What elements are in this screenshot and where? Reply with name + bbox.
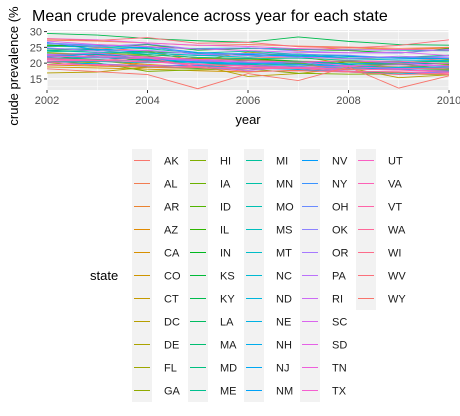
legend-label: OR — [332, 248, 349, 260]
legend-label: GA — [164, 386, 181, 398]
y-axis-title: crude prevalence (% — [6, 6, 21, 126]
series-line-va — [46, 55, 450, 65]
legend-label: NM — [276, 386, 293, 398]
legend-label: IA — [220, 179, 231, 191]
legend-label: WV — [388, 271, 406, 283]
chart-title: Mean crude prevalence across year for ea… — [32, 8, 388, 25]
series-line-sd — [46, 55, 450, 67]
legend-label: AZ — [164, 225, 178, 237]
x-axis-title: year — [235, 112, 261, 127]
legend-label: CO — [164, 271, 181, 283]
legend-label: WY — [388, 294, 406, 306]
y-tick-label: 25 — [30, 42, 42, 54]
legend-label: TN — [332, 363, 347, 375]
legend-label: MA — [220, 340, 237, 352]
x-tick-label: 2004 — [135, 95, 159, 107]
legend-label: UT — [388, 156, 403, 168]
legend-label: NY — [332, 179, 348, 191]
legend-label: AK — [164, 156, 179, 168]
legend-label: FL — [164, 363, 177, 375]
y-tick-label: 20 — [30, 58, 42, 70]
series-line-wa — [46, 57, 450, 75]
legend-label: SD — [332, 340, 347, 352]
legend-label: SC — [332, 317, 347, 329]
y-tick-label: 15 — [30, 74, 42, 86]
legend-label: MO — [276, 202, 294, 214]
legend-label: AL — [164, 179, 177, 191]
series-line-ok — [46, 42, 450, 54]
legend-label: WA — [388, 225, 406, 237]
legend-label: MS — [276, 225, 293, 237]
legend-label: OK — [332, 225, 349, 237]
legend-label: MD — [220, 363, 237, 375]
x-tick-label: 2008 — [336, 95, 360, 107]
legend-label: OH — [332, 202, 349, 214]
legend-label: CA — [164, 248, 180, 260]
legend-label: ME — [220, 386, 237, 398]
series-line-pa — [46, 47, 450, 59]
legend-label: IN — [220, 248, 231, 260]
x-tick-label: 2002 — [35, 95, 59, 107]
series-line-co — [46, 66, 450, 74]
series-line-wy — [46, 66, 450, 90]
y-tick-label: 30 — [30, 27, 42, 39]
legend-label: LA — [220, 317, 234, 329]
legend-label: KS — [220, 271, 235, 283]
legend-label: VT — [388, 202, 402, 214]
legend-label: NV — [332, 156, 348, 168]
series-line-tn — [46, 38, 450, 51]
legend-label: TX — [332, 386, 347, 398]
legend-label: HI — [220, 156, 231, 168]
legend-label: PA — [332, 271, 347, 283]
legend-label: VA — [388, 179, 403, 191]
legend-label: AR — [164, 202, 179, 214]
x-tick-label: 2010 — [437, 95, 460, 107]
series-line-nm — [46, 53, 450, 65]
legend-label: MN — [276, 179, 293, 191]
series-line-sc — [46, 40, 450, 57]
series-line-vt — [46, 57, 450, 73]
series-line-wv — [46, 37, 450, 49]
legend-label: KY — [220, 294, 235, 306]
legend-label: DC — [164, 317, 180, 329]
legend-label: MI — [276, 156, 288, 168]
legend-label: MT — [276, 248, 292, 260]
legend-label: DE — [164, 340, 179, 352]
legend-title: state — [90, 268, 118, 283]
legend-label: NE — [276, 317, 291, 329]
legend-label: NJ — [276, 363, 289, 375]
series-line-al — [46, 39, 450, 49]
legend-label: CT — [164, 294, 179, 306]
legend-label: ND — [276, 294, 292, 306]
legend-label: NC — [276, 271, 292, 283]
legend-label: RI — [332, 294, 343, 306]
legend-label: NH — [276, 340, 292, 352]
legend-label: WI — [388, 248, 401, 260]
legend-label: IL — [220, 225, 229, 237]
series-line-wi — [46, 61, 450, 75]
x-tick-label: 2006 — [236, 95, 260, 107]
legend-label: ID — [220, 202, 231, 214]
